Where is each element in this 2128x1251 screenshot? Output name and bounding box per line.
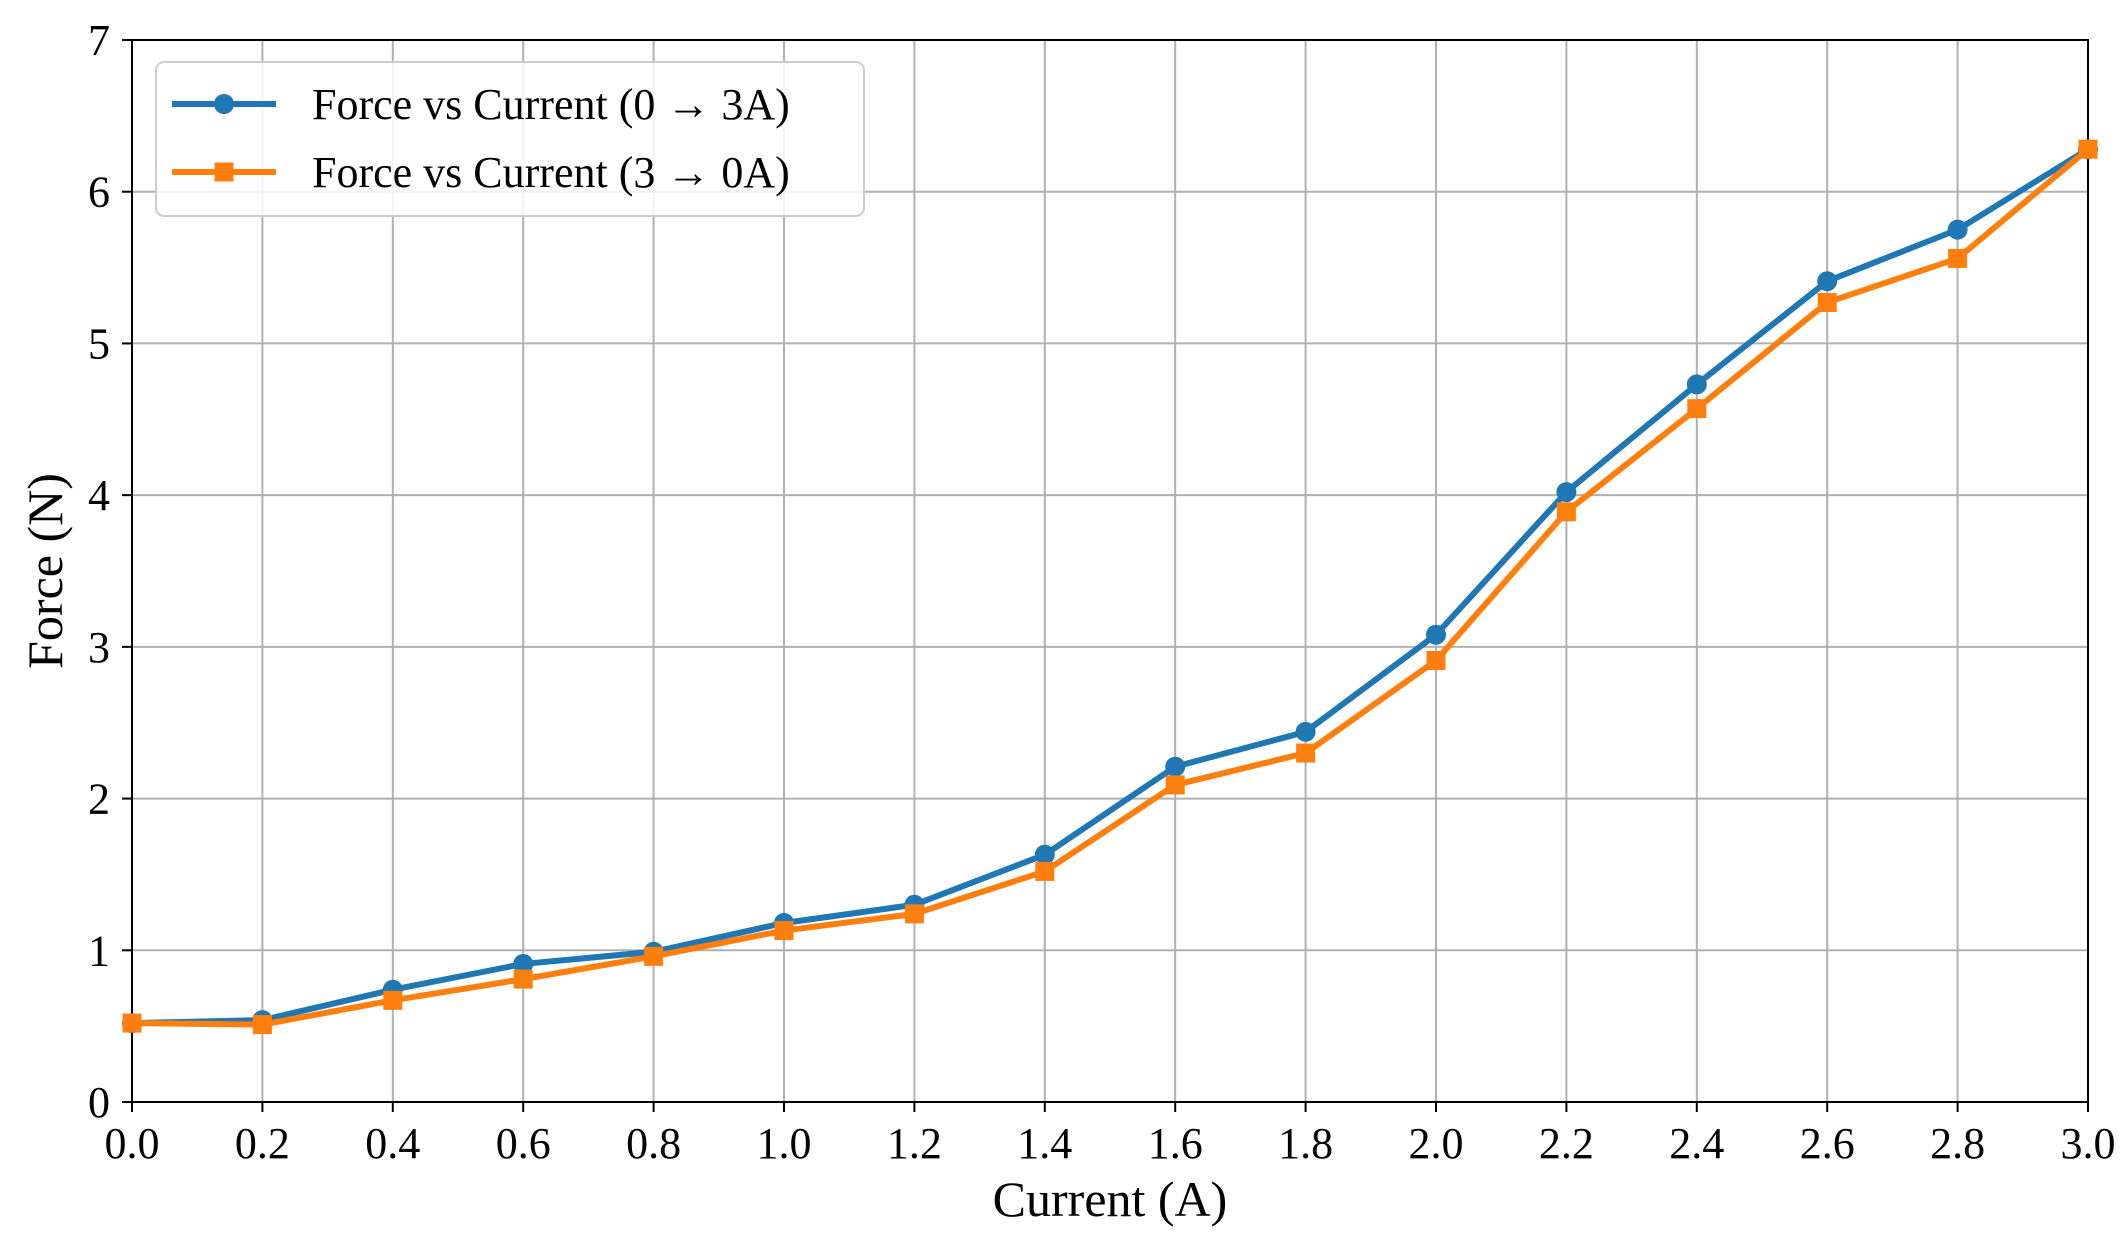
data-point — [122, 1013, 142, 1033]
legend: Force vs Current (0 → 3A) Force vs Curren… — [155, 61, 865, 217]
data-point — [252, 1015, 272, 1035]
y-axis-label: Force (N) — [17, 473, 73, 669]
x-tick-label: 1.0 — [757, 1119, 812, 1168]
data-point — [1947, 219, 1968, 240]
x-tick-label: 3.0 — [2061, 1119, 2116, 1168]
data-point — [1426, 651, 1446, 671]
data-point — [904, 904, 924, 924]
legend-label: Force vs Current (3 → 0A) — [312, 148, 790, 197]
x-tick-label: 0.0 — [105, 1119, 160, 1168]
series-line — [131, 146, 2090, 1028]
y-tick-label: 4 — [88, 471, 110, 520]
y-tick-label: 5 — [88, 319, 110, 368]
data-point — [513, 969, 533, 989]
data-point — [2078, 139, 2098, 159]
y-tick-label: 1 — [88, 926, 110, 975]
x-tick-label: 0.8 — [626, 1119, 681, 1168]
x-tick-label: 0.4 — [365, 1119, 420, 1168]
x-tick-label: 1.6 — [1148, 1119, 1203, 1168]
data-point — [1817, 292, 1837, 312]
series-2 — [122, 139, 2098, 1035]
legend-swatch-marker — [214, 94, 234, 114]
y-tick-label: 0 — [88, 1078, 110, 1127]
series-1 — [122, 139, 2098, 1034]
data-point — [1556, 502, 1576, 522]
y-tick-label: 2 — [88, 775, 110, 824]
x-tick-label: 0.6 — [496, 1119, 551, 1168]
x-tick-label: 1.2 — [887, 1119, 942, 1168]
data-point — [1165, 775, 1185, 795]
data-point — [513, 953, 534, 974]
data-point — [1686, 374, 1707, 395]
data-point — [383, 990, 403, 1010]
data-point — [1035, 861, 1055, 881]
legend-label: Force vs Current (0 → 3A) — [312, 80, 790, 129]
data-point — [1687, 399, 1707, 419]
series-layer — [122, 139, 2098, 1035]
y-tick-label: 3 — [88, 623, 110, 672]
legend-swatch-marker — [214, 162, 234, 182]
data-point — [1426, 624, 1446, 645]
data-point — [1817, 271, 1838, 292]
data-point — [644, 946, 664, 966]
data-point — [1295, 721, 1316, 742]
x-tick-label: 1.4 — [1017, 1119, 1072, 1168]
x-tick-label: 2.2 — [1539, 1119, 1594, 1168]
x-tick-label: 2.4 — [1669, 1119, 1724, 1168]
x-tick-label: 1.8 — [1278, 1119, 1333, 1168]
y-tick-label: 7 — [88, 16, 110, 65]
x-tick-label: 2.8 — [1930, 1119, 1985, 1168]
data-point — [1165, 756, 1186, 777]
data-point — [1948, 248, 1968, 268]
data-point — [774, 921, 794, 941]
y-tick-label: 6 — [88, 168, 110, 217]
series-line — [131, 146, 2090, 1027]
legend-frame — [155, 61, 865, 217]
data-point — [1034, 844, 1055, 865]
x-tick-label: 0.2 — [235, 1119, 290, 1168]
data-point — [1556, 482, 1577, 503]
x-tick-label: 2.6 — [1800, 1119, 1855, 1168]
plot-frame — [131, 39, 2089, 1103]
data-point — [1296, 743, 1316, 763]
x-tick-label: 2.0 — [1409, 1119, 1464, 1168]
axis-ticks: 0.0 0.2 0.4 0.6 0.8 1.0 1.2 1.4 1.6 1.8 2.0 2.2 2.4 2… — [88, 16, 2116, 1168]
x-axis-label: Current (A) — [993, 1171, 1228, 1227]
